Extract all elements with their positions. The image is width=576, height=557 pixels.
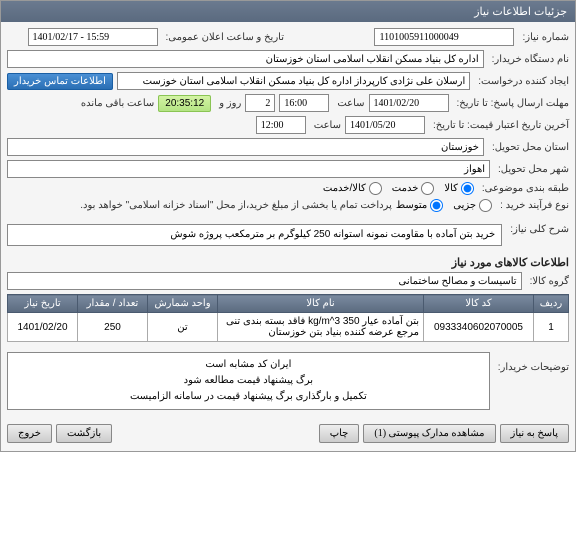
panel-header: جزئیات اطلاعات نیاز bbox=[1, 1, 575, 22]
th-qty: تعداد / مقدار bbox=[78, 295, 148, 313]
footer-buttons: پاسخ به نیاز مشاهده مدارک پیوستی (1) چاپ… bbox=[7, 418, 569, 445]
row-group: گروه کالا: تاسیسات و مصالح ساختمانی bbox=[7, 272, 569, 290]
row-buyer: نام دستگاه خریدار: اداره کل بنیاد مسکن ا… bbox=[7, 50, 569, 68]
deadline-date: 1401/02/20 bbox=[369, 94, 449, 112]
td-name: بتن آماده عیار kg/m^3 350 فاقد بسته بندی… bbox=[218, 313, 424, 342]
deadline-label: مهلت ارسال پاسخ: تا تاریخ: bbox=[453, 98, 569, 109]
buyer-value: اداره کل بنیاد مسکن انقلاب اسلامی استان … bbox=[7, 50, 484, 68]
need-number-value: 1101005911000049 bbox=[374, 28, 514, 46]
th-name: نام کالا bbox=[218, 295, 424, 313]
th-row: ردیف bbox=[534, 295, 569, 313]
announce-label: تاریخ و ساعت اعلان عمومی: bbox=[162, 32, 285, 43]
radio-partial[interactable]: جزیی bbox=[453, 199, 492, 212]
radio-service-label: خدمت bbox=[392, 183, 419, 194]
print-button[interactable]: چاپ bbox=[319, 424, 360, 443]
deadline-time: 16:00 bbox=[279, 94, 329, 112]
radio-goods-label: کالا bbox=[444, 183, 458, 194]
buyer-note-2: برگ پیشنهاد قیمت مطالعه شود bbox=[14, 373, 483, 389]
th-unit: واحد شمارش bbox=[148, 295, 218, 313]
radio-service[interactable]: خدمت bbox=[392, 182, 435, 195]
buyer-notes-box: ایران کد مشابه است برگ پیشنهاد قیمت مطال… bbox=[7, 352, 490, 410]
buyer-notes-label: توضیحات خریدار: bbox=[494, 348, 569, 373]
process-label: نوع فرآیند خرید : bbox=[496, 200, 569, 211]
remain-time: 20:35:12 bbox=[158, 95, 211, 112]
row-creator: ایجاد کننده درخواست: ارسلان علی نژادی کا… bbox=[7, 72, 569, 90]
row-need-number: شماره نیاز: 1101005911000049 تاریخ و ساع… bbox=[7, 28, 569, 46]
panel-content: شماره نیاز: 1101005911000049 تاریخ و ساع… bbox=[1, 22, 575, 451]
exit-button[interactable]: خروج bbox=[7, 424, 52, 443]
row-buyer-notes: توضیحات خریدار: ایران کد مشابه است برگ پ… bbox=[7, 348, 569, 414]
table-row: 1 0933340602070005 بتن آماده عیار kg/m^3… bbox=[8, 313, 569, 342]
buyer-note-1: ایران کد مشابه است bbox=[14, 357, 483, 373]
footer-spacer bbox=[116, 424, 315, 443]
radio-partial-label: جزیی bbox=[453, 200, 476, 211]
row-deadline: مهلت ارسال پاسخ: تا تاریخ: 1401/02/20 سا… bbox=[7, 94, 569, 112]
table-header-row: ردیف کد کالا نام کالا واحد شمارش تعداد /… bbox=[8, 295, 569, 313]
buyer-note-3: تکمیل و بارگذاری برگ پیشنهاد قیمت در سام… bbox=[14, 389, 483, 405]
td-qty: 250 bbox=[78, 313, 148, 342]
row-category: طبقه بندی موضوعی: کالا خدمت کالا/خدمت bbox=[7, 182, 569, 195]
days-value: 2 bbox=[245, 94, 275, 112]
main-panel: جزئیات اطلاعات نیاز شماره نیاز: 11010059… bbox=[0, 0, 576, 452]
td-code: 0933340602070005 bbox=[424, 313, 534, 342]
desc-value: خرید بتن آماده با مقاومت نمونه استوانه 2… bbox=[7, 224, 502, 246]
desc-label: شرح کلی نیاز: bbox=[506, 220, 569, 235]
panel-title: جزئیات اطلاعات نیاز bbox=[474, 6, 567, 18]
validity-date: 1401/05/20 bbox=[345, 116, 425, 134]
radio-both-input[interactable] bbox=[369, 182, 382, 195]
radio-medium[interactable]: متوسط bbox=[396, 199, 443, 212]
process-note: پرداخت تمام یا بخشی از مبلغ خرید،از محل … bbox=[80, 200, 392, 211]
td-unit: تن bbox=[148, 313, 218, 342]
radio-medium-input[interactable] bbox=[430, 199, 443, 212]
row-city: شهر محل تحویل: اهواز bbox=[7, 160, 569, 178]
buyer-label: نام دستگاه خریدار: bbox=[488, 54, 569, 65]
days-label: روز و bbox=[215, 98, 241, 109]
category-radio-group: کالا خدمت کالا/خدمت bbox=[323, 182, 474, 195]
validity-time: 12:00 bbox=[256, 116, 306, 134]
need-number-label: شماره نیاز: bbox=[518, 32, 569, 43]
section-items-title: اطلاعات کالاهای مورد نیاز bbox=[7, 256, 569, 269]
td-row: 1 bbox=[534, 313, 569, 342]
th-code: کد کالا bbox=[424, 295, 534, 313]
attachments-button[interactable]: مشاهده مدارک پیوستی (1) bbox=[363, 424, 495, 443]
validity-time-label: ساعت bbox=[310, 120, 341, 131]
group-value: تاسیسات و مصالح ساختمانی bbox=[7, 272, 522, 290]
radio-partial-input[interactable] bbox=[479, 199, 492, 212]
radio-goods-input[interactable] bbox=[461, 182, 474, 195]
city-label: شهر محل تحویل: bbox=[494, 164, 569, 175]
radio-service-input[interactable] bbox=[421, 182, 434, 195]
th-date: تاریخ نیاز bbox=[8, 295, 78, 313]
creator-value: ارسلان علی نژادی کارپرداز اداره کل بنیاد… bbox=[117, 72, 470, 90]
creator-label: ایجاد کننده درخواست: bbox=[474, 76, 569, 87]
group-label: گروه کالا: bbox=[526, 276, 569, 287]
validity-label: آخرین تاریخ اعتبار قیمت: تا تاریخ: bbox=[429, 120, 569, 131]
reply-button[interactable]: پاسخ به نیاز bbox=[500, 424, 570, 443]
category-label: طبقه بندی موضوعی: bbox=[478, 183, 569, 194]
row-process: نوع فرآیند خرید : جزیی متوسط پرداخت تمام… bbox=[7, 199, 569, 212]
province-label: استان محل تحویل: bbox=[488, 142, 569, 153]
contact-buyer-button[interactable]: اطلاعات تماس خریدار bbox=[7, 73, 113, 90]
radio-both-label: کالا/خدمت bbox=[323, 183, 366, 194]
process-radio-group: جزیی متوسط bbox=[396, 199, 492, 212]
province-value: خوزستان bbox=[7, 138, 484, 156]
radio-goods[interactable]: کالا bbox=[444, 182, 474, 195]
row-desc: شرح کلی نیاز: خرید بتن آماده با مقاومت ن… bbox=[7, 220, 569, 250]
row-validity: آخرین تاریخ اعتبار قیمت: تا تاریخ: 1401/… bbox=[7, 116, 569, 134]
td-date: 1401/02/20 bbox=[8, 313, 78, 342]
radio-medium-label: متوسط bbox=[396, 200, 427, 211]
announce-value: 1401/02/17 - 15:59 bbox=[28, 28, 158, 46]
city-value: اهواز bbox=[7, 160, 490, 178]
items-table: ردیف کد کالا نام کالا واحد شمارش تعداد /… bbox=[7, 294, 569, 342]
radio-both[interactable]: کالا/خدمت bbox=[323, 182, 382, 195]
back-button[interactable]: بازگشت bbox=[56, 424, 112, 443]
row-province: استان محل تحویل: خوزستان bbox=[7, 138, 569, 156]
deadline-time-label: ساعت bbox=[333, 98, 364, 109]
remain-label: ساعت باقی مانده bbox=[77, 98, 154, 109]
